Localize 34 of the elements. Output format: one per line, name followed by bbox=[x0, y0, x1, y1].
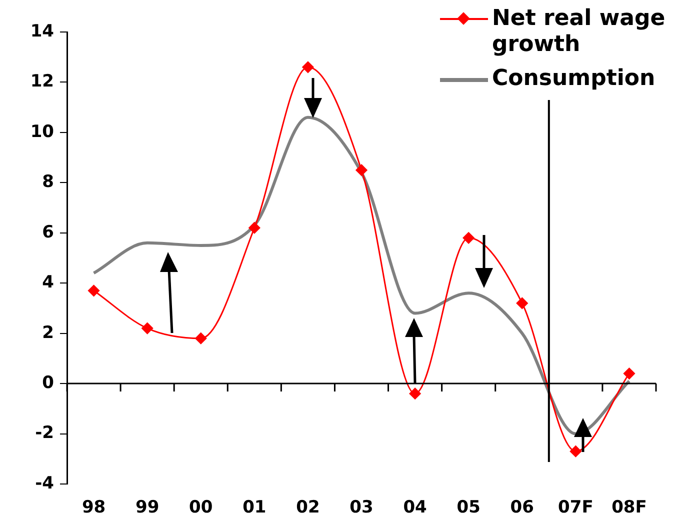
y-tick-label: -2 bbox=[35, 423, 54, 444]
x-tick-label: 02 bbox=[296, 498, 320, 518]
x-tick-label: 03 bbox=[350, 498, 374, 518]
y-tick-label: 0 bbox=[42, 372, 54, 393]
y-tick-label: 10 bbox=[30, 122, 54, 142]
point bbox=[462, 232, 474, 244]
y-tick-label: 6 bbox=[42, 222, 54, 242]
y-tick-label: 4 bbox=[42, 272, 54, 293]
x-tick-label: 08F bbox=[612, 498, 647, 518]
x-tick-label: 06 bbox=[510, 498, 534, 518]
point bbox=[88, 284, 100, 296]
x-tick-label: 99 bbox=[135, 498, 160, 518]
x-tick-label: 01 bbox=[242, 498, 266, 518]
point bbox=[302, 61, 314, 73]
legend-label: Net real wage growth bbox=[492, 6, 666, 58]
point bbox=[570, 446, 582, 458]
x-tick-label: 05 bbox=[456, 498, 480, 518]
point bbox=[516, 297, 528, 309]
x-tick-label: 00 bbox=[189, 498, 213, 518]
y-tick-label: -4 bbox=[35, 473, 54, 494]
x-tick-label: 98 bbox=[82, 498, 106, 518]
y-tick-label: 12 bbox=[30, 72, 54, 92]
x-tick-label: 04 bbox=[403, 498, 428, 518]
y-tick-label: 14 bbox=[30, 21, 54, 42]
point bbox=[409, 388, 421, 400]
point bbox=[356, 164, 368, 176]
point bbox=[248, 222, 260, 234]
legend-label: Consumption bbox=[492, 66, 656, 92]
point bbox=[142, 322, 154, 334]
y-tick-label: 2 bbox=[42, 322, 54, 343]
x-tick-label: 07F bbox=[558, 498, 594, 518]
point bbox=[195, 332, 207, 344]
point bbox=[623, 368, 635, 380]
y-tick-label: 8 bbox=[42, 172, 54, 192]
